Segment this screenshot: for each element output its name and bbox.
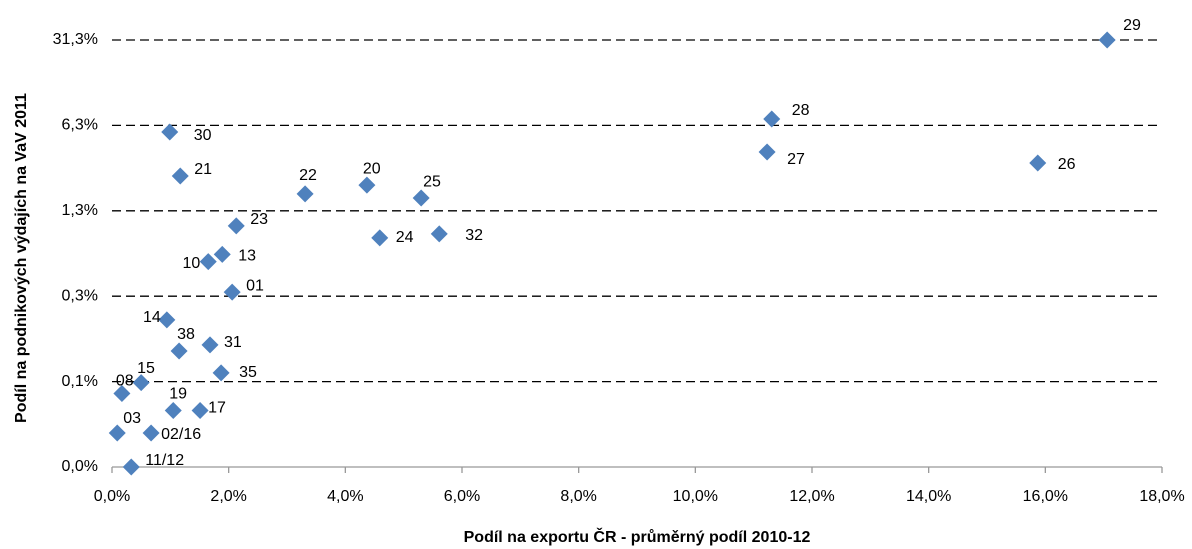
point-label: 32	[465, 227, 483, 244]
point-label: 27	[787, 151, 805, 168]
point-label: 25	[423, 173, 441, 190]
x-axis-title: Podíl na exportu ČR - průměrný podíl 201…	[464, 527, 811, 546]
point-label: 15	[137, 360, 155, 377]
y-tick-label: 1,3%	[62, 202, 98, 219]
point	[412, 189, 430, 207]
point	[227, 217, 245, 235]
x-tick-label: 0,0%	[94, 488, 130, 505]
point	[763, 110, 781, 128]
point-label: 31	[224, 334, 242, 351]
point-label: 26	[1058, 156, 1076, 173]
point	[113, 384, 131, 402]
point	[132, 374, 150, 392]
point	[758, 143, 776, 161]
x-tick-label: 2,0%	[210, 488, 246, 505]
point	[191, 402, 209, 420]
point	[142, 424, 160, 442]
y-tick-label: 6,3%	[62, 117, 98, 134]
point	[430, 225, 448, 243]
point	[358, 176, 376, 194]
y-axis-title: Podíl na podnikových výdajích na VaV 201…	[13, 93, 30, 423]
point-label: 29	[1123, 17, 1141, 34]
point-label: 35	[239, 364, 257, 381]
point-label: 30	[194, 127, 212, 144]
point-label: 21	[194, 161, 212, 178]
point-label: 02/16	[161, 426, 201, 443]
point-label: 14	[143, 309, 161, 326]
y-tick-label: 31,3%	[53, 31, 98, 48]
point-label: 11/12	[145, 452, 184, 469]
point-label: 38	[177, 326, 195, 343]
x-tick-label: 6,0%	[444, 488, 480, 505]
point	[223, 283, 241, 301]
point	[1098, 31, 1116, 49]
point	[108, 424, 126, 442]
point	[158, 311, 176, 329]
point-label: 24	[396, 229, 414, 246]
point-label: 01	[246, 277, 264, 294]
point	[201, 336, 219, 354]
point	[164, 402, 182, 420]
point	[170, 342, 188, 360]
point	[122, 458, 140, 476]
x-tick-label: 14,0%	[906, 488, 951, 505]
point-label: 17	[208, 400, 226, 417]
point-label: 03	[123, 410, 141, 427]
x-tick-label: 8,0%	[560, 488, 596, 505]
x-tick-label: 16,0%	[1023, 488, 1068, 505]
point	[212, 364, 230, 382]
x-tick-label: 12,0%	[789, 488, 834, 505]
point	[371, 229, 389, 247]
point	[199, 253, 217, 271]
y-tick-label: 0,3%	[62, 287, 98, 304]
point-label: 13	[238, 248, 256, 265]
point	[296, 185, 314, 203]
x-tick-label: 4,0%	[327, 488, 363, 505]
point-label: 08	[116, 373, 134, 390]
point-label: 10	[182, 255, 200, 272]
y-tick-label: 0,0%	[62, 458, 98, 475]
point	[213, 245, 231, 263]
point-label: 20	[363, 160, 381, 177]
point	[161, 123, 179, 141]
point-label: 22	[299, 167, 317, 184]
x-tick-label: 18,0%	[1139, 488, 1184, 505]
point-label: 19	[169, 386, 187, 403]
point	[1029, 154, 1047, 172]
point-label: 28	[792, 102, 810, 119]
y-tick-label: 0,1%	[62, 373, 98, 390]
point	[171, 167, 189, 185]
x-tick-label: 10,0%	[673, 488, 718, 505]
point-label: 23	[250, 211, 268, 228]
